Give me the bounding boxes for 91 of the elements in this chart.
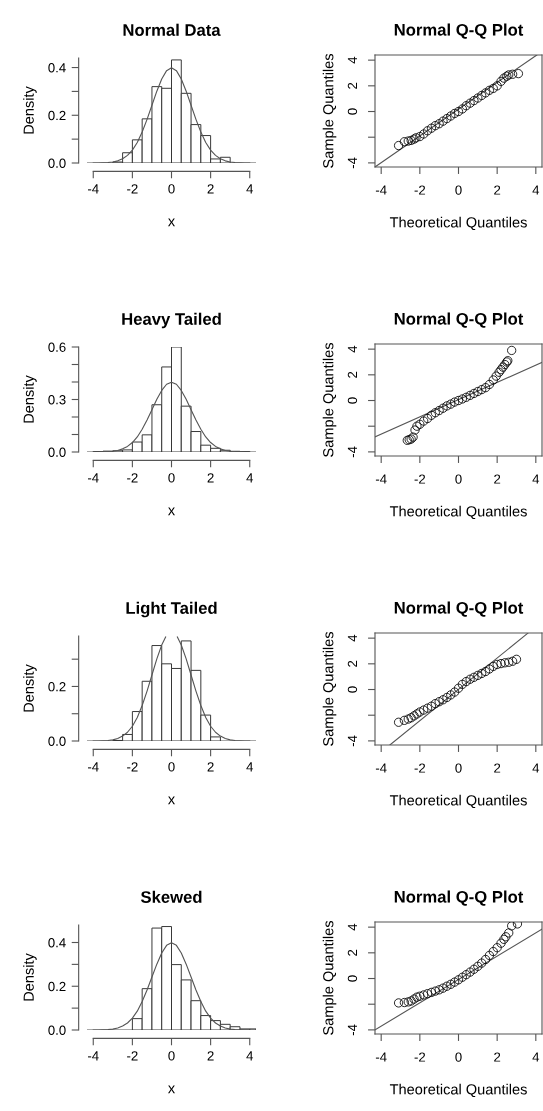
x-axis-title: Theoretical Quantiles [389,1083,527,1098]
y-axis-title: Density [23,375,37,423]
x-tick-label: 0 [455,1052,462,1062]
y-axis-title: Sample Quantiles [322,342,337,457]
y-tick-label: 0.3 [48,395,66,405]
x-tick-label: 4 [532,1052,540,1062]
chart-title: Normal Q-Q Plot [394,23,524,39]
y-tick-label: 0 [347,108,358,115]
x-tick-label: 2 [494,763,501,773]
x-tick-label: 2 [494,1052,501,1062]
chart-title: Normal Q-Q Plot [394,890,524,906]
x-tick-label: 0 [168,473,175,483]
y-tick-label: -4 [347,1024,357,1036]
y-tick-label: 0 [347,975,358,982]
y-tick-label: 2 [347,371,357,378]
chart-title: Heavy Tailed [122,312,221,329]
x-tick-label: 0 [168,184,175,194]
x-axis-title: x [168,796,175,805]
y-tick-label: 0 [347,686,358,693]
x-axis-title: Theoretical Quantiles [389,794,527,809]
x-tick-label: 0 [455,185,462,195]
x-tick-label: -2 [414,474,426,484]
x-axis-title: x [168,507,175,516]
x-tick-label: -4 [375,763,387,773]
x-tick-label: -2 [127,762,138,772]
x-axis-title: Theoretical Quantiles [389,216,527,231]
y-tick-label: 4 [347,634,357,642]
x-tick-label: -4 [87,473,99,483]
y-tick-label: 0.0 [48,736,66,746]
x-tick-label: -2 [127,473,138,483]
x-tick-label: 0 [168,1051,175,1061]
x-tick-label: -2 [414,1052,426,1062]
x-tick-label: -2 [127,184,138,194]
x-tick-label: 4 [532,185,540,195]
chart-title: Normal Q-Q Plot [394,601,524,617]
x-tick-label: -4 [87,184,99,194]
chart-title: Light Tailed [126,601,217,618]
x-tick-label: 0 [168,762,175,772]
y-axis-title: Density [23,86,37,134]
x-tick-label: 4 [246,1051,254,1061]
y-axis-title: Sample Quantiles [322,631,337,746]
x-axis-title: Theoretical Quantiles [389,505,527,520]
x-tick-label: 2 [207,184,214,194]
x-tick-label: -4 [87,762,99,772]
y-axis-title: Density [23,953,37,1001]
x-tick-label: 0 [455,474,462,484]
y-tick-label: 0.2 [48,682,66,692]
y-tick-label: 2 [347,949,357,956]
x-tick-label: -4 [87,1051,99,1061]
y-tick-label: 0.2 [48,110,66,121]
x-tick-label: 2 [494,185,501,195]
x-tick-label: 4 [532,763,540,773]
x-tick-label: -2 [414,763,426,773]
y-tick-label: -4 [347,446,357,458]
y-tick-label: 4 [347,345,357,353]
x-tick-label: 4 [246,762,254,772]
y-tick-label: -4 [347,735,357,747]
y-tick-label: 4 [347,56,357,64]
x-tick-label: -2 [414,185,426,195]
x-tick-label: -4 [375,185,387,195]
y-tick-label: 0.6 [48,342,66,352]
x-tick-label: 4 [246,184,254,194]
chart-title: Normal Q-Q Plot [394,312,524,328]
y-axis-title: Sample Quantiles [322,920,337,1035]
y-tick-label: 0.4 [48,63,66,73]
x-axis-title: x [168,1085,175,1094]
y-tick-label: 0.4 [48,938,66,948]
x-tick-label: -4 [375,474,387,484]
y-tick-label: 0.0 [48,158,66,168]
chart-title: Normal Data [123,23,221,36]
y-tick-label: 0.2 [48,981,66,992]
y-tick-label: 2 [347,660,357,667]
y-axis-title: Sample Quantiles [322,53,337,168]
x-axis-title: x [168,218,175,227]
y-axis-title: Density [23,664,37,712]
y-tick-label: 4 [347,923,357,931]
y-tick-label: 0 [347,397,358,404]
x-tick-label: 4 [532,474,540,484]
x-tick-label: -4 [375,1052,387,1062]
y-tick-label: 0.0 [48,447,66,457]
x-tick-label: 4 [246,473,254,483]
x-tick-label: -2 [127,1051,138,1061]
x-tick-label: 2 [207,1051,214,1061]
x-tick-label: 2 [207,473,214,483]
x-tick-label: 2 [494,474,501,484]
y-tick-label: -4 [347,157,357,169]
y-tick-label: 2 [347,82,357,89]
chart-title: Skewed [140,890,202,903]
x-tick-label: 2 [207,762,214,772]
y-tick-label: 0.0 [48,1025,66,1035]
x-tick-label: 0 [455,763,462,773]
